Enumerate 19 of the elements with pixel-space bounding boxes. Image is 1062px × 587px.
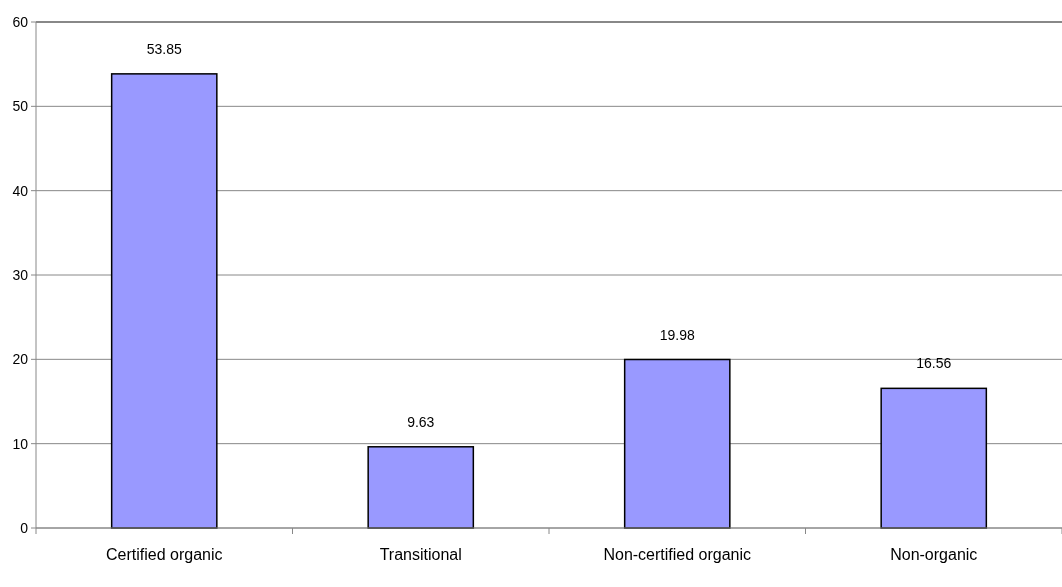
y-tick-label: 40 [12, 182, 29, 199]
data-label: 53.85 [146, 40, 182, 57]
data-label: 16.56 [916, 355, 952, 372]
y-tick-label: 60 [12, 13, 29, 30]
bar [880, 387, 988, 529]
x-tick-label: Certified organic [106, 546, 223, 563]
data-label: 19.98 [659, 326, 695, 343]
data-label: 9.63 [407, 413, 435, 430]
x-tick-label: Non-organic [890, 546, 978, 563]
y-tick-label: 0 [20, 519, 29, 536]
bar [110, 73, 218, 529]
x-tick-label: Transitional [379, 546, 462, 563]
y-tick-label: 10 [12, 435, 29, 452]
bar [367, 446, 475, 529]
y-tick-label: 50 [12, 98, 29, 115]
y-tick-label: 20 [12, 351, 29, 368]
bar [623, 358, 731, 529]
y-tick-label: 30 [12, 266, 29, 283]
x-tick-label: Non-certified organic [603, 546, 752, 563]
